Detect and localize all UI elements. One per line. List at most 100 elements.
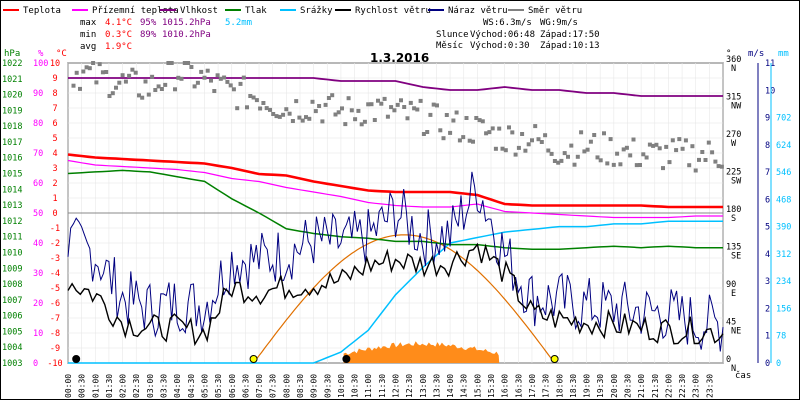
tick-ms: 11 xyxy=(765,59,775,69)
direction-point xyxy=(454,110,459,115)
direction-point xyxy=(399,98,403,103)
direction-point xyxy=(366,102,371,107)
tick-time: 09:30 xyxy=(323,374,332,398)
direction-point xyxy=(575,154,580,159)
direction-point xyxy=(507,125,511,130)
direction-point xyxy=(333,112,338,117)
direction-point xyxy=(212,89,217,93)
tick-pct: 80 xyxy=(33,119,43,129)
tick-hpa: 1019 xyxy=(2,106,22,116)
direction-point xyxy=(444,113,449,117)
tick-time: 03:00 xyxy=(146,374,155,398)
tick-temp: -4 xyxy=(50,269,60,279)
tick-time: 18:30 xyxy=(569,374,578,398)
direction-point xyxy=(425,130,430,134)
tick-ms: 1 xyxy=(765,332,770,342)
direction-point xyxy=(87,66,92,71)
direction-point xyxy=(516,145,521,150)
direction-point xyxy=(595,155,600,160)
tick-time: 13:30 xyxy=(432,374,441,398)
direction-point xyxy=(74,70,79,75)
tick-deg: 135 xyxy=(726,243,741,253)
tick-deg: 45 xyxy=(726,318,736,328)
tick-dir: N xyxy=(731,64,736,74)
axis-title-deg: ° xyxy=(726,49,731,59)
direction-point xyxy=(457,138,462,143)
tick-mm: 312 xyxy=(776,250,791,260)
tick-time: 18:00 xyxy=(555,374,564,398)
tick-ms: 7 xyxy=(765,168,770,178)
astro-markers xyxy=(72,355,559,363)
series-prizemni xyxy=(67,159,723,219)
tick-temp: 7 xyxy=(52,104,57,114)
direction-point xyxy=(490,126,495,131)
direction-point xyxy=(706,140,711,145)
direction-point xyxy=(428,112,433,117)
direction-point xyxy=(238,81,243,86)
series-tlak xyxy=(67,169,723,251)
wind-gust-info: WG:9m/s xyxy=(540,18,578,28)
tick-dir: W xyxy=(731,139,737,149)
direction-point xyxy=(503,148,508,153)
tick-deg: 180 xyxy=(726,205,741,215)
tick-temp: -7 xyxy=(50,314,60,324)
direction-point xyxy=(268,107,272,112)
direction-point xyxy=(556,160,561,165)
direction-point xyxy=(209,78,213,83)
moon-marker xyxy=(72,355,81,363)
direction-point xyxy=(621,147,626,152)
direction-point xyxy=(215,73,220,78)
axis-title-hpa: hPa xyxy=(4,49,20,59)
tick-dir: NW xyxy=(731,102,742,112)
direction-point xyxy=(657,146,662,151)
stats-hum-max: 95% xyxy=(140,18,157,28)
tick-time: 00:00 xyxy=(64,374,73,398)
legend-item-tlak: Tlak xyxy=(225,6,267,16)
legend-label-vlhkost: Vlhkost xyxy=(180,6,218,16)
direction-point xyxy=(307,116,312,121)
direction-point xyxy=(448,130,453,135)
tick-time: 05:30 xyxy=(214,374,223,398)
tick-time: 17:30 xyxy=(542,374,551,398)
direction-point xyxy=(277,114,282,119)
direction-point xyxy=(634,163,639,168)
direction-point xyxy=(533,124,538,129)
direction-point xyxy=(281,112,286,117)
tick-time: 17:00 xyxy=(528,374,537,398)
direction-point xyxy=(710,150,715,155)
tick-hpa: 1012 xyxy=(2,217,22,227)
direction-point xyxy=(510,130,515,135)
direction-point xyxy=(330,93,335,98)
direction-point xyxy=(245,105,249,110)
tick-time: 08:00 xyxy=(282,374,291,398)
direction-point xyxy=(546,148,551,153)
direction-point xyxy=(356,108,361,113)
direction-point xyxy=(179,76,184,81)
direction-point xyxy=(166,61,171,65)
tick-hpa: 1009 xyxy=(2,264,22,274)
tick-hpa: 1018 xyxy=(2,122,22,132)
direction-point xyxy=(310,99,315,104)
direction-point xyxy=(284,107,289,112)
right-axes: ° m/s mm0N45NE90E135SE180S225SW270W315NW36… xyxy=(726,49,791,374)
tick-time: 19:30 xyxy=(596,374,605,398)
direction-point xyxy=(402,105,407,109)
direction-point xyxy=(611,162,616,167)
legend-label-prizemni: Přízemní teplota xyxy=(92,6,179,16)
stats-hum-min: 89% xyxy=(140,30,157,40)
direction-point xyxy=(117,80,122,85)
tick-time: 21:00 xyxy=(637,374,646,398)
direction-point xyxy=(654,142,659,147)
direction-point xyxy=(379,101,384,106)
direction-point xyxy=(493,146,498,151)
tick-deg: 360 xyxy=(726,55,741,65)
tick-temp: 9 xyxy=(52,74,57,84)
legend-label-rychlost: Rychlost větru xyxy=(355,6,431,16)
legend-item-rychlost: Rychlost větru xyxy=(335,6,431,16)
tick-time: 03:30 xyxy=(160,374,169,398)
moon-label: Měsíc xyxy=(436,41,463,51)
tick-time: 07:00 xyxy=(255,374,264,398)
tick-time: 21:30 xyxy=(651,374,660,398)
direction-point xyxy=(441,136,446,141)
tick-temp: 6 xyxy=(52,119,57,129)
